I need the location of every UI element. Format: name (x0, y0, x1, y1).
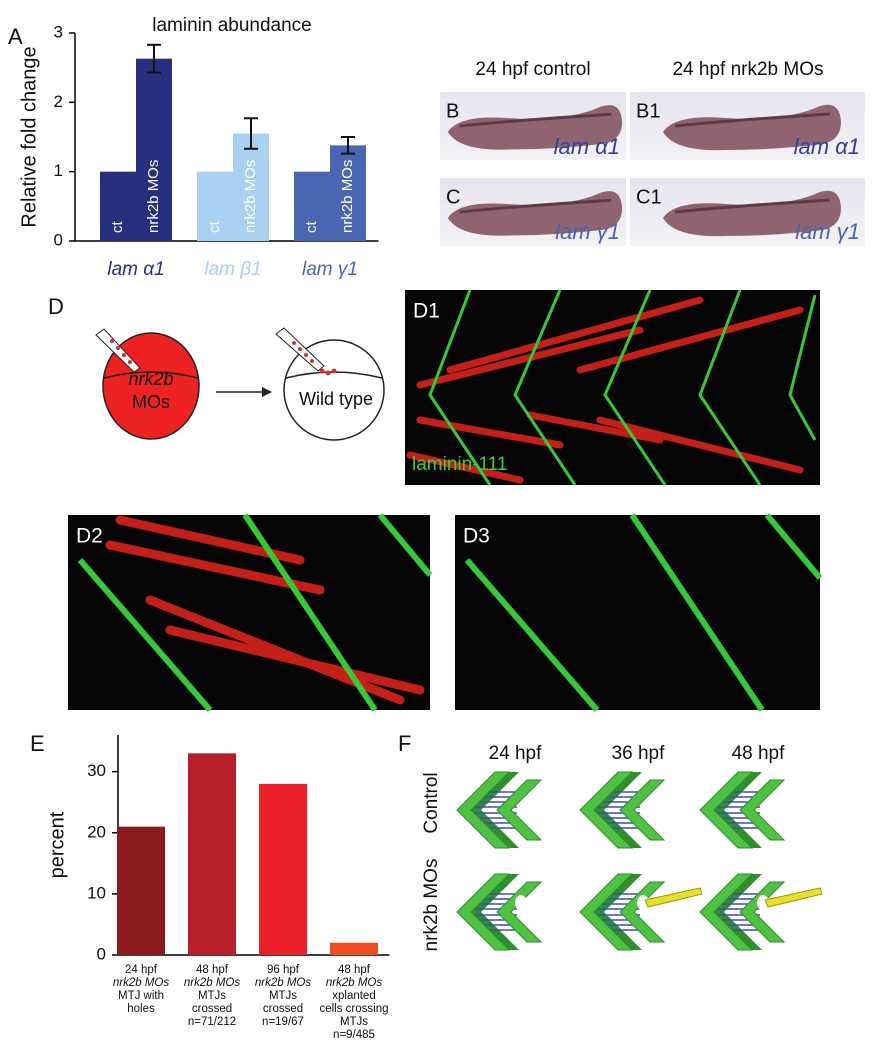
x-tick-label: MTJ with (118, 990, 164, 1002)
image-label: C1 (636, 186, 662, 208)
mtj-schematic (456, 771, 823, 951)
chart-title: laminin abundance (152, 15, 312, 36)
bar (188, 753, 236, 955)
x-tick-label: nrk2b MOs (326, 977, 382, 989)
x-tick-label: lam α1 (107, 259, 164, 280)
donor-label: nrk2b (128, 369, 173, 389)
row-label: Control (421, 772, 442, 833)
gene-label: lam γ1 (795, 219, 860, 244)
bar-label: nrk2b MOs (145, 160, 162, 233)
y-tick-label: 0 (97, 944, 106, 963)
column-header: 24 hpf nrk2b MOs (672, 59, 823, 80)
bar (330, 942, 378, 955)
donor-label: MOs (132, 392, 170, 412)
y-axis-label: percent (46, 811, 68, 878)
x-tick-label: lam β1 (204, 259, 261, 280)
confocal-image (68, 513, 433, 712)
error-bar (341, 136, 355, 155)
image-label: D1 (413, 300, 440, 323)
x-tick-label: MTJs (269, 990, 297, 1002)
time-label: 36 hpf (612, 743, 666, 764)
panel-label: F (398, 731, 411, 756)
y-axis-label: Relative fold change (18, 46, 40, 227)
y-tick-label: 3 (54, 22, 63, 41)
image-label: B (446, 100, 459, 122)
x-tick-label: nrk2b MOs (184, 977, 240, 989)
error-bar (244, 117, 258, 150)
error-bar (147, 43, 161, 74)
confocal-image (405, 289, 820, 486)
x-tick-label: MTJs (340, 1016, 368, 1028)
time-label: 48 hpf (732, 743, 786, 764)
y-tick-label: 1 (54, 161, 63, 180)
bar-label: nrk2b MOs (339, 160, 356, 233)
y-tick-label: 20 (87, 822, 106, 841)
bar (100, 171, 136, 241)
y-tick-label: 0 (54, 230, 63, 249)
x-tick-label: holes (127, 1003, 155, 1015)
x-tick-label: 96 hpf (267, 964, 300, 976)
y-tick-label: 30 (87, 761, 106, 780)
y-tick-label: 2 (54, 92, 63, 111)
bar (117, 826, 165, 955)
x-tick-label: crossed (263, 1003, 303, 1015)
bar (233, 133, 269, 241)
bar-label: ct (303, 221, 320, 234)
x-tick-label: lam γ1 (302, 259, 358, 280)
x-tick-label: cells crossing (319, 1003, 388, 1015)
x-tick-label: n=71/212 (188, 1016, 236, 1028)
stain-label: laminin-111 (412, 454, 507, 475)
x-tick-label: crossed (192, 1003, 232, 1015)
x-tick-label: xplanted (332, 990, 375, 1002)
panel-label: A (8, 24, 23, 49)
x-tick-label: 48 hpf (338, 964, 371, 976)
bar (197, 171, 233, 241)
x-tick-label: MTJs (198, 990, 226, 1002)
x-tick-label: nrk2b MOs (255, 977, 311, 989)
image-label: D3 (463, 525, 490, 548)
image-label: D2 (76, 525, 103, 548)
y-tick-label: 10 (87, 883, 106, 902)
bar (330, 145, 366, 241)
gene-label: lam α1 (554, 134, 620, 159)
x-tick-label: nrk2b MOs (113, 977, 169, 989)
bar (259, 783, 307, 955)
bar (136, 58, 172, 241)
transplant-schematic (95, 327, 385, 441)
gene-label: lam α1 (794, 134, 860, 159)
confocal-image (455, 513, 823, 712)
panel-label: D (48, 294, 64, 319)
gene-label: lam γ1 (555, 219, 620, 244)
row-label: nrk2b MOs (421, 859, 442, 952)
panel-label: E (30, 731, 45, 756)
bar-label: nrk2b MOs (242, 160, 259, 233)
bar-label: ct (109, 221, 126, 234)
x-tick-label: 48 hpf (196, 964, 229, 976)
bar (294, 171, 330, 241)
image-label: B1 (636, 100, 660, 122)
x-tick-label: n=19/67 (262, 1016, 304, 1028)
column-header: 24 hpf control (475, 59, 590, 80)
host-label: Wild type (299, 389, 373, 409)
x-tick-label: 24 hpf (125, 964, 158, 976)
image-label: C (446, 186, 460, 208)
time-label: 24 hpf (489, 743, 543, 764)
in-situ-images (440, 92, 865, 246)
x-tick-label: n=9/485 (333, 1029, 375, 1041)
bar-label: ct (206, 221, 223, 234)
